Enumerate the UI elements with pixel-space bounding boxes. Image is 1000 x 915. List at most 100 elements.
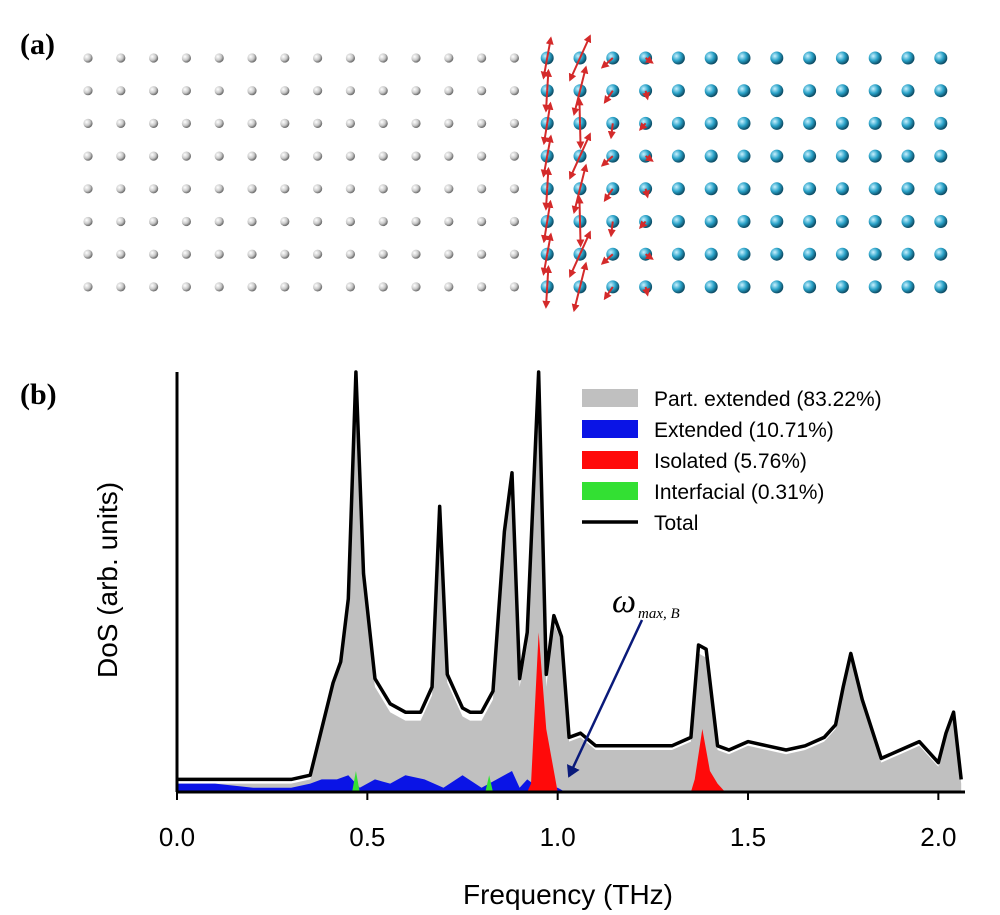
atom-gray <box>313 216 323 227</box>
atomic-lattice <box>83 34 948 313</box>
atom-blue <box>901 149 915 163</box>
atom-blue <box>803 215 817 228</box>
displacement-vector <box>642 286 650 297</box>
displacement-vector <box>579 230 592 255</box>
displacement-vector <box>644 252 654 260</box>
atom-gray <box>280 282 290 292</box>
atom-gray <box>181 216 191 227</box>
displacement-vector <box>545 101 554 124</box>
atom-gray <box>477 216 487 227</box>
atom-blue <box>671 280 685 294</box>
displacement-vector <box>639 122 648 131</box>
x-tick-label: 1.0 <box>540 822 576 852</box>
atom-gray <box>411 184 421 194</box>
atom-gray <box>345 282 355 292</box>
atom-gray <box>411 216 421 227</box>
atom-gray <box>345 249 355 259</box>
atom-gray <box>345 53 355 63</box>
x-tick-label: 1.5 <box>730 822 766 852</box>
atom-gray <box>444 53 454 63</box>
legend-label: Interfacial (0.31%) <box>654 481 824 504</box>
atom-blue <box>868 84 882 98</box>
atom-blue <box>934 116 948 130</box>
atom-gray <box>181 184 191 194</box>
atom-blue <box>868 182 882 196</box>
atom-gray <box>83 282 93 292</box>
atom-gray <box>444 216 454 227</box>
atom-blue <box>835 215 849 228</box>
series-extended-area <box>177 771 566 792</box>
atom-blue <box>803 182 817 196</box>
displacement-vector <box>603 286 614 301</box>
displacement-vector <box>639 220 648 230</box>
atom-gray <box>116 53 126 63</box>
atom-gray <box>477 184 487 194</box>
atom-blue <box>704 149 718 163</box>
atom-blue <box>835 182 849 196</box>
atom-blue <box>704 215 718 228</box>
displacement-vector <box>644 153 654 162</box>
atom-gray <box>411 53 421 63</box>
atom-gray <box>83 53 93 63</box>
atom-blue <box>704 51 718 65</box>
atom-blue <box>737 280 751 294</box>
atom-blue <box>770 247 784 261</box>
atom-blue <box>671 182 685 196</box>
atom-blue <box>901 84 915 98</box>
atom-gray <box>149 151 159 161</box>
atom-blue <box>770 51 784 65</box>
atom-gray <box>116 151 126 161</box>
atom-blue <box>934 280 948 294</box>
series-total-line <box>177 370 963 782</box>
atom-gray <box>378 53 388 63</box>
omega-subscript: max, B <box>638 606 680 622</box>
atom-gray <box>214 249 224 259</box>
atom-blue <box>934 215 948 228</box>
displacement-vector <box>544 264 553 287</box>
x-axis-title: Frequency (THz) <box>463 879 673 910</box>
atom-blue <box>901 215 915 228</box>
atom-blue <box>835 51 849 65</box>
atom-gray <box>181 118 191 128</box>
atom-gray <box>313 86 323 96</box>
atom-gray <box>477 86 487 96</box>
atom-gray <box>247 118 257 128</box>
displacement-vector <box>544 68 553 91</box>
atom-gray <box>378 86 388 96</box>
atom-gray <box>411 282 421 292</box>
omega-label: ω max, B <box>612 583 680 622</box>
atom-blue <box>737 149 751 163</box>
atom-gray <box>247 249 257 259</box>
displacement-vector <box>644 55 654 64</box>
atom-blue <box>901 182 915 196</box>
atom-gray <box>181 282 191 292</box>
atom-gray <box>345 151 355 161</box>
panel-a-label: (a) <box>20 28 55 61</box>
atom-blue <box>671 247 685 261</box>
legend-swatch <box>582 482 638 500</box>
atom-blue <box>671 84 685 98</box>
atom-gray <box>214 282 224 292</box>
atom-gray <box>247 53 257 63</box>
atom-gray <box>345 118 355 128</box>
atom-blue <box>803 280 817 294</box>
atom-blue <box>934 247 948 261</box>
atom-gray <box>378 216 388 227</box>
atom-blue <box>803 51 817 65</box>
displacement-vector <box>575 195 584 222</box>
atom-blue <box>803 84 817 98</box>
atom-blue <box>704 280 718 294</box>
atom-gray <box>280 86 290 96</box>
atom-blue <box>704 84 718 98</box>
omega-max-annotation: ω max, B <box>566 583 680 778</box>
atom-gray <box>214 216 224 227</box>
atom-blue <box>901 247 915 261</box>
atom-gray <box>247 282 257 292</box>
atom-gray <box>181 86 191 96</box>
atom-blue <box>901 280 915 294</box>
atom-blue <box>704 116 718 130</box>
displacement-vector <box>541 123 549 146</box>
series-part-extended-area <box>177 372 962 792</box>
atom-blue <box>704 247 718 261</box>
